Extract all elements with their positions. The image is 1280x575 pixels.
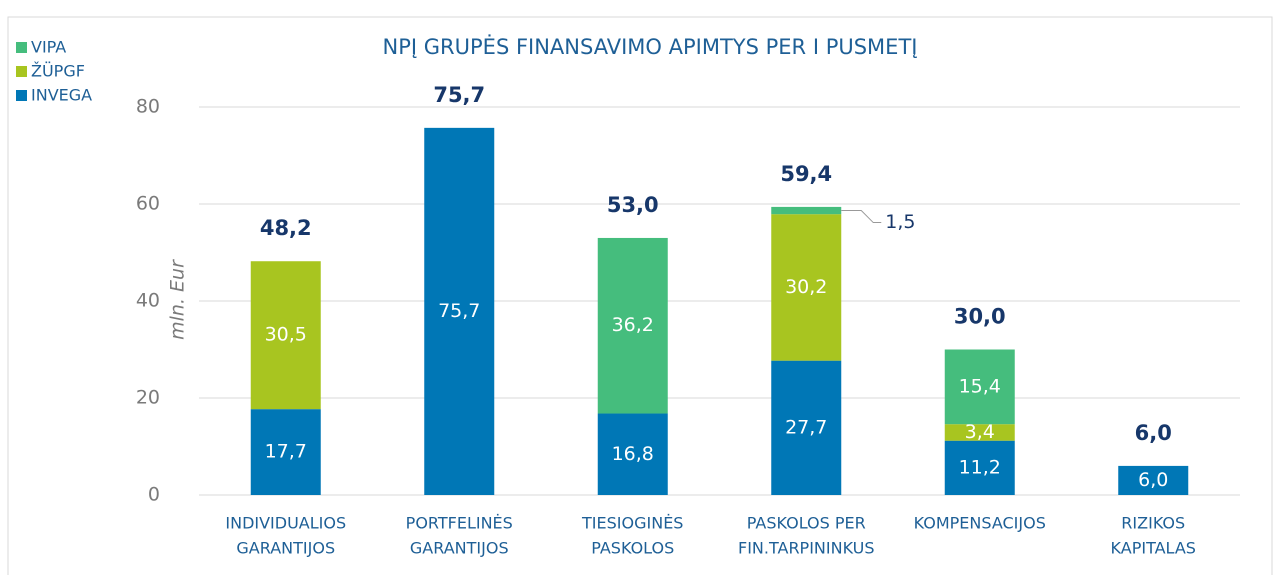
bar-segment (1118, 465, 1189, 495)
x-tick-label: FIN.TARPININKUS (738, 539, 875, 558)
total-label: 30,0 (954, 305, 1006, 329)
x-tick-label: GARANTIJOS (410, 539, 509, 558)
data-label: 16,8 (612, 443, 654, 465)
bar-segment (597, 413, 668, 495)
data-label: 30,2 (785, 276, 827, 298)
x-tick-label: RIZIKOS (1121, 514, 1185, 533)
bar-segment (597, 237, 668, 414)
y-tick-label: 40 (136, 290, 160, 312)
legend-swatch (16, 90, 27, 101)
y-axis-label: mln. Eur (167, 259, 189, 340)
data-label: 30,5 (265, 324, 307, 346)
legend-swatch (16, 42, 27, 53)
bar-segment (944, 349, 1015, 425)
total-label: 75,7 (433, 83, 485, 107)
total-label: 59,4 (780, 162, 832, 186)
x-tick-label: TIESIOGINĖS (581, 514, 683, 533)
x-tick-label: KAPITALAS (1111, 539, 1196, 558)
bar-segment (771, 360, 842, 495)
y-tick-label: 20 (136, 387, 160, 409)
data-label: 36,2 (612, 314, 654, 336)
data-label: 15,4 (959, 375, 1001, 397)
x-tick-label: KOMPENSACIJOS (914, 514, 1046, 533)
chart-title: NPĮ GRUPĖS FINANSAVIMO APIMTYS PER I PUS… (383, 34, 918, 59)
x-tick-label: PORTFELINĖS (406, 514, 513, 533)
legend-swatch (16, 66, 27, 77)
legend-label: INVEGA (31, 86, 92, 105)
bar-segment (424, 127, 495, 495)
y-tick-label: 60 (136, 193, 160, 215)
data-label: 11,2 (959, 456, 1001, 478)
x-tick-label: PASKOLOS PER (747, 514, 866, 533)
y-tick-label: 80 (136, 96, 160, 118)
total-label: 53,0 (607, 193, 659, 217)
bar-segment (250, 261, 321, 410)
x-tick-label: PASKOLOS (591, 539, 674, 558)
x-tick-label: GARANTIJOS (236, 539, 335, 558)
data-label: 27,7 (785, 416, 827, 438)
data-label: 17,7 (265, 441, 307, 463)
y-tick-label: 0 (148, 484, 160, 506)
bar-segment (771, 206, 842, 215)
data-label: 75,7 (438, 300, 480, 322)
total-label: 6,0 (1135, 421, 1172, 445)
leader-line (841, 210, 882, 224)
data-label: 3,4 (965, 421, 995, 443)
legend-label: VIPA (31, 38, 66, 57)
bar-segment (944, 424, 1015, 441)
x-tick-label: INDIVIDUALIOS (225, 514, 346, 533)
chart-frame (7, 16, 1273, 575)
legend-label: ŽÜPGF (31, 62, 85, 81)
bar-segment (250, 409, 321, 495)
bar-segment (771, 214, 842, 361)
bar-segment (944, 440, 1015, 495)
total-label: 48,2 (260, 216, 312, 240)
data-label: 1,5 (885, 211, 915, 233)
data-label: 6,0 (1138, 469, 1168, 491)
